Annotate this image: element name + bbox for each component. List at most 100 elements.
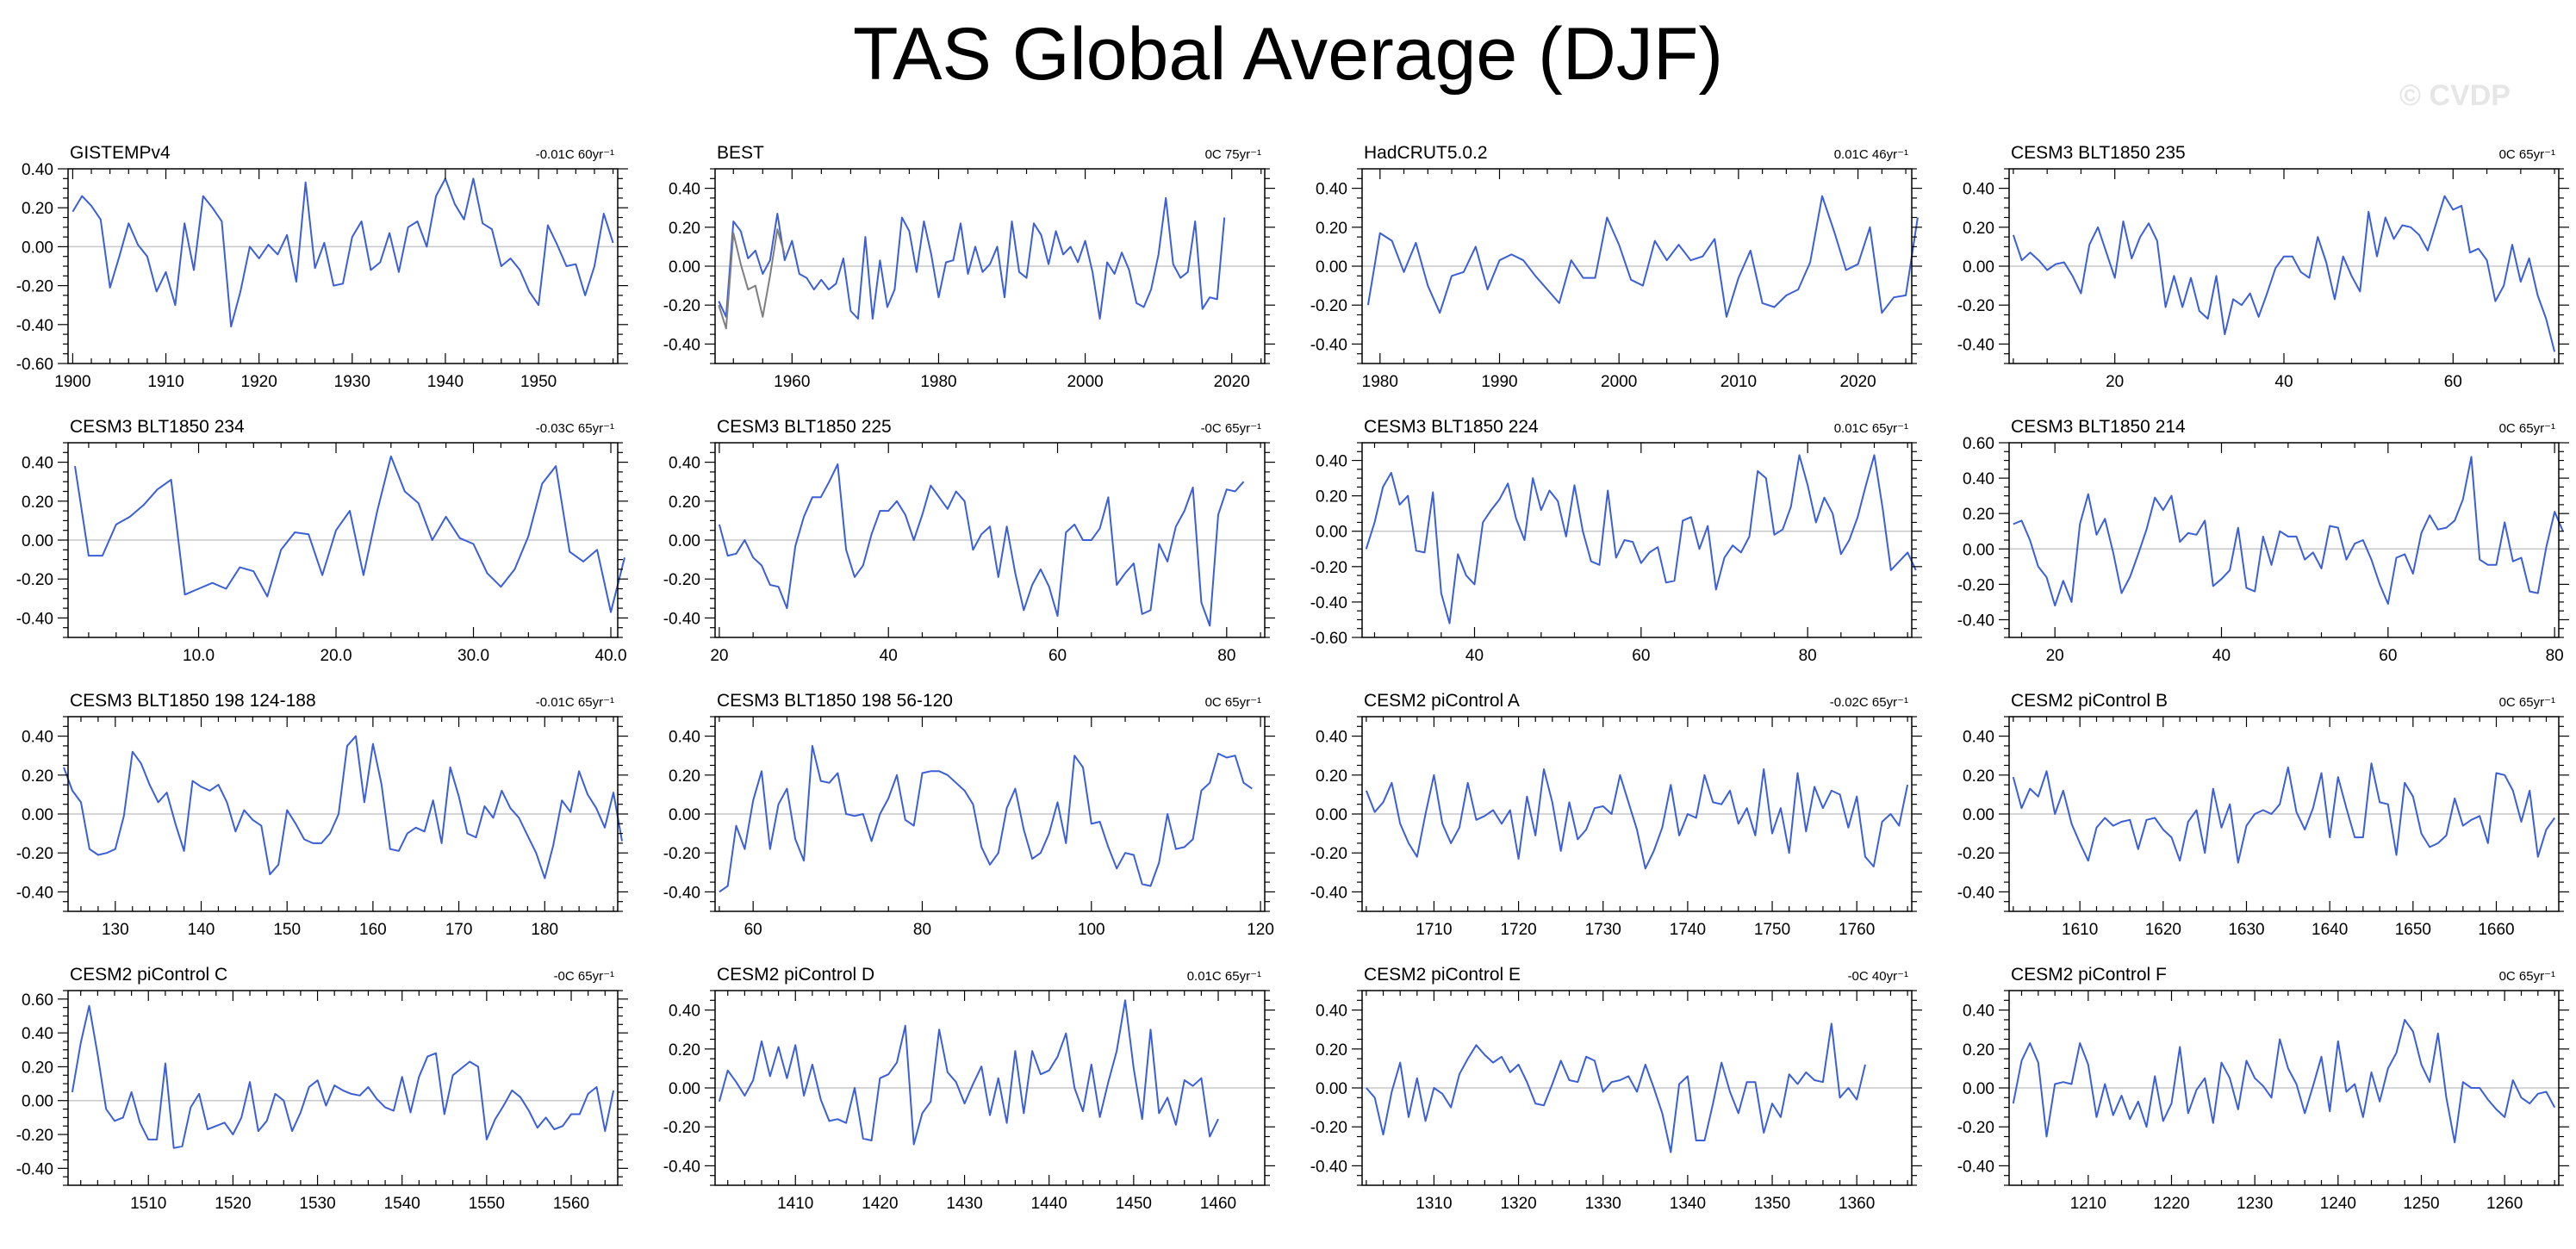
x-tick-label: 1910 <box>147 373 184 391</box>
y-tick-label: 0.00 <box>669 258 700 277</box>
y-tick-label: 0.40 <box>1316 181 1347 199</box>
y-tick-label: 0.40 <box>22 729 53 747</box>
x-tick-label: 1720 <box>1500 921 1536 939</box>
y-tick-label: -0.40 <box>1957 884 1994 902</box>
plot-frame <box>67 990 619 1186</box>
y-tick-label: 0.00 <box>669 1080 700 1098</box>
trend-annotation: -0.01C 60yr⁻¹ <box>536 147 614 162</box>
panel-title: CESM3 BLT1850 214 <box>2011 417 2186 437</box>
panel-title: CESM2 piControl E <box>1364 965 1521 985</box>
trend-annotation: 0C 75yr⁻¹ <box>1205 147 1261 162</box>
x-tick-label: 1210 <box>2070 1195 2106 1213</box>
y-tick-label: 0.00 <box>1316 524 1347 542</box>
y-tick-label: -0.20 <box>1310 845 1347 863</box>
x-tick-label: 2020 <box>1214 373 1250 391</box>
x-tick-label: 1980 <box>1362 373 1398 391</box>
y-tick-label: 0.20 <box>1316 1041 1347 1059</box>
x-tick-label: 1220 <box>2153 1195 2189 1213</box>
x-tick-label: 140 <box>188 921 215 939</box>
watermark: © CVDP <box>2399 79 2511 112</box>
x-tick-label: 1510 <box>130 1195 166 1213</box>
trend-annotation: -0C 40yr⁻¹ <box>1848 969 1908 984</box>
y-tick-label: -0.20 <box>663 571 700 589</box>
y-tick-label: -0.20 <box>16 845 53 863</box>
y-tick-label: 0.00 <box>1316 806 1347 824</box>
series-line <box>2012 762 2556 864</box>
x-tick-label: 100 <box>1078 921 1105 939</box>
x-tick-label: 1750 <box>1754 921 1790 939</box>
y-tick-label: -0.40 <box>663 610 700 628</box>
chart-panel: CESM2 piControl A -0.02C 65yr⁻¹ 1710 1720 17… <box>1310 691 1922 939</box>
x-tick-label: 1960 <box>774 373 810 391</box>
x-tick-label: 1650 <box>2395 921 2431 939</box>
x-tick-label: 20 <box>2046 647 2064 665</box>
x-tick-label: 60 <box>1632 647 1650 665</box>
chart-panel: CESM3 BLT1850 214 0C 65yr⁻¹ 20 40 60 80 -0.40 -… <box>1957 417 2569 665</box>
y-tick-label: -0.40 <box>1310 884 1347 902</box>
panel-title: CESM2 piControl B <box>2011 691 2168 711</box>
y-tick-label: 0.20 <box>1963 220 1994 238</box>
x-tick-label: 1710 <box>1416 921 1452 939</box>
y-tick-label: -0.40 <box>1310 1158 1347 1176</box>
panel-title: GISTEMPv4 <box>70 143 171 163</box>
y-tick-label: -0.20 <box>663 297 700 315</box>
x-tick-label: 1550 <box>469 1195 505 1213</box>
x-tick-label: 1460 <box>1200 1195 1236 1213</box>
trend-annotation: 0C 65yr⁻¹ <box>1205 695 1261 710</box>
x-tick-label: 2000 <box>1067 373 1103 391</box>
x-tick-label: 160 <box>359 921 387 939</box>
y-tick-label: -0.40 <box>663 884 700 902</box>
x-tick-label: 1260 <box>2486 1195 2523 1213</box>
series-line <box>2012 195 2556 352</box>
x-tick-label: 1250 <box>2403 1195 2439 1213</box>
y-tick-label: 0.20 <box>669 767 700 786</box>
series-line <box>719 744 1253 893</box>
series-line <box>1365 454 1917 624</box>
trend-annotation: 0.01C 65yr⁻¹ <box>1834 421 1908 436</box>
x-tick-label: 150 <box>273 921 301 939</box>
chart-panel: CESM3 BLT1850 234 -0.03C 65yr⁻¹ 10.0 20.0 30… <box>16 417 628 665</box>
y-tick-label: 0.40 <box>1963 181 1994 199</box>
x-tick-label: 1760 <box>1839 921 1875 939</box>
y-tick-label: -0.20 <box>1310 559 1347 577</box>
y-tick-label: -0.40 <box>1310 336 1347 354</box>
x-tick-label: 20 <box>2106 373 2124 391</box>
y-tick-label: 0.00 <box>1963 258 1994 277</box>
trend-annotation: -0C 65yr⁻¹ <box>554 969 614 984</box>
x-tick-label: 1640 <box>2312 921 2348 939</box>
x-tick-label: 1240 <box>2320 1195 2356 1213</box>
chart-panel: CESM2 piControl D 0.01C 65yr⁻¹ 1410 1420 143… <box>663 965 1275 1213</box>
x-tick-label: 1990 <box>1481 373 1517 391</box>
plot-frame <box>2008 442 2560 638</box>
y-tick-label: -0.20 <box>1957 297 1994 315</box>
panel-title: CESM3 BLT1850 234 <box>70 417 245 437</box>
trend-annotation: 0.01C 46yr⁻¹ <box>1834 147 1908 162</box>
panel-title: CESM3 BLT1850 198 56-120 <box>717 691 953 711</box>
x-tick-label: 1620 <box>2145 921 2181 939</box>
x-tick-label: 80 <box>1799 647 1817 665</box>
y-tick-label: 0.00 <box>1316 1080 1347 1098</box>
y-tick-label: -0.40 <box>1957 336 1994 354</box>
y-tick-label: 0.20 <box>669 1041 700 1059</box>
chart-panel: CESM3 BLT1850 198 124-188 -0.01C 65yr⁻¹ 13… <box>16 691 628 939</box>
panel-title: CESM3 BLT1850 198 124-188 <box>70 691 316 711</box>
y-tick-label: 0.60 <box>22 991 53 1010</box>
chart-panel: CESM2 piControl C -0C 65yr⁻¹ 1510 1520 1530 1… <box>16 965 628 1213</box>
x-tick-label: 40 <box>2212 647 2231 665</box>
x-tick-label: 60 <box>2444 373 2462 391</box>
y-tick-label: 0.40 <box>1316 1003 1347 1021</box>
y-tick-label: 0.40 <box>1316 453 1347 471</box>
panel-title: CESM3 BLT1850 225 <box>717 417 892 437</box>
y-tick-label: -0.20 <box>16 571 53 589</box>
y-tick-label: 0.40 <box>1963 729 1994 747</box>
y-tick-label: -0.60 <box>1310 630 1347 648</box>
y-tick-label: 0.20 <box>669 494 700 512</box>
x-tick-label: 180 <box>531 921 558 939</box>
series-line <box>1366 195 1919 318</box>
y-tick-label: 0.20 <box>1963 506 1994 524</box>
chart-panel: GISTEMPv4 -0.01C 60yr⁻¹ 1900 1910 1920 1930 19… <box>16 143 628 391</box>
y-tick-label: 0.20 <box>1316 220 1347 238</box>
trend-annotation: -0.03C 65yr⁻¹ <box>536 421 614 436</box>
series-line <box>718 196 1226 320</box>
